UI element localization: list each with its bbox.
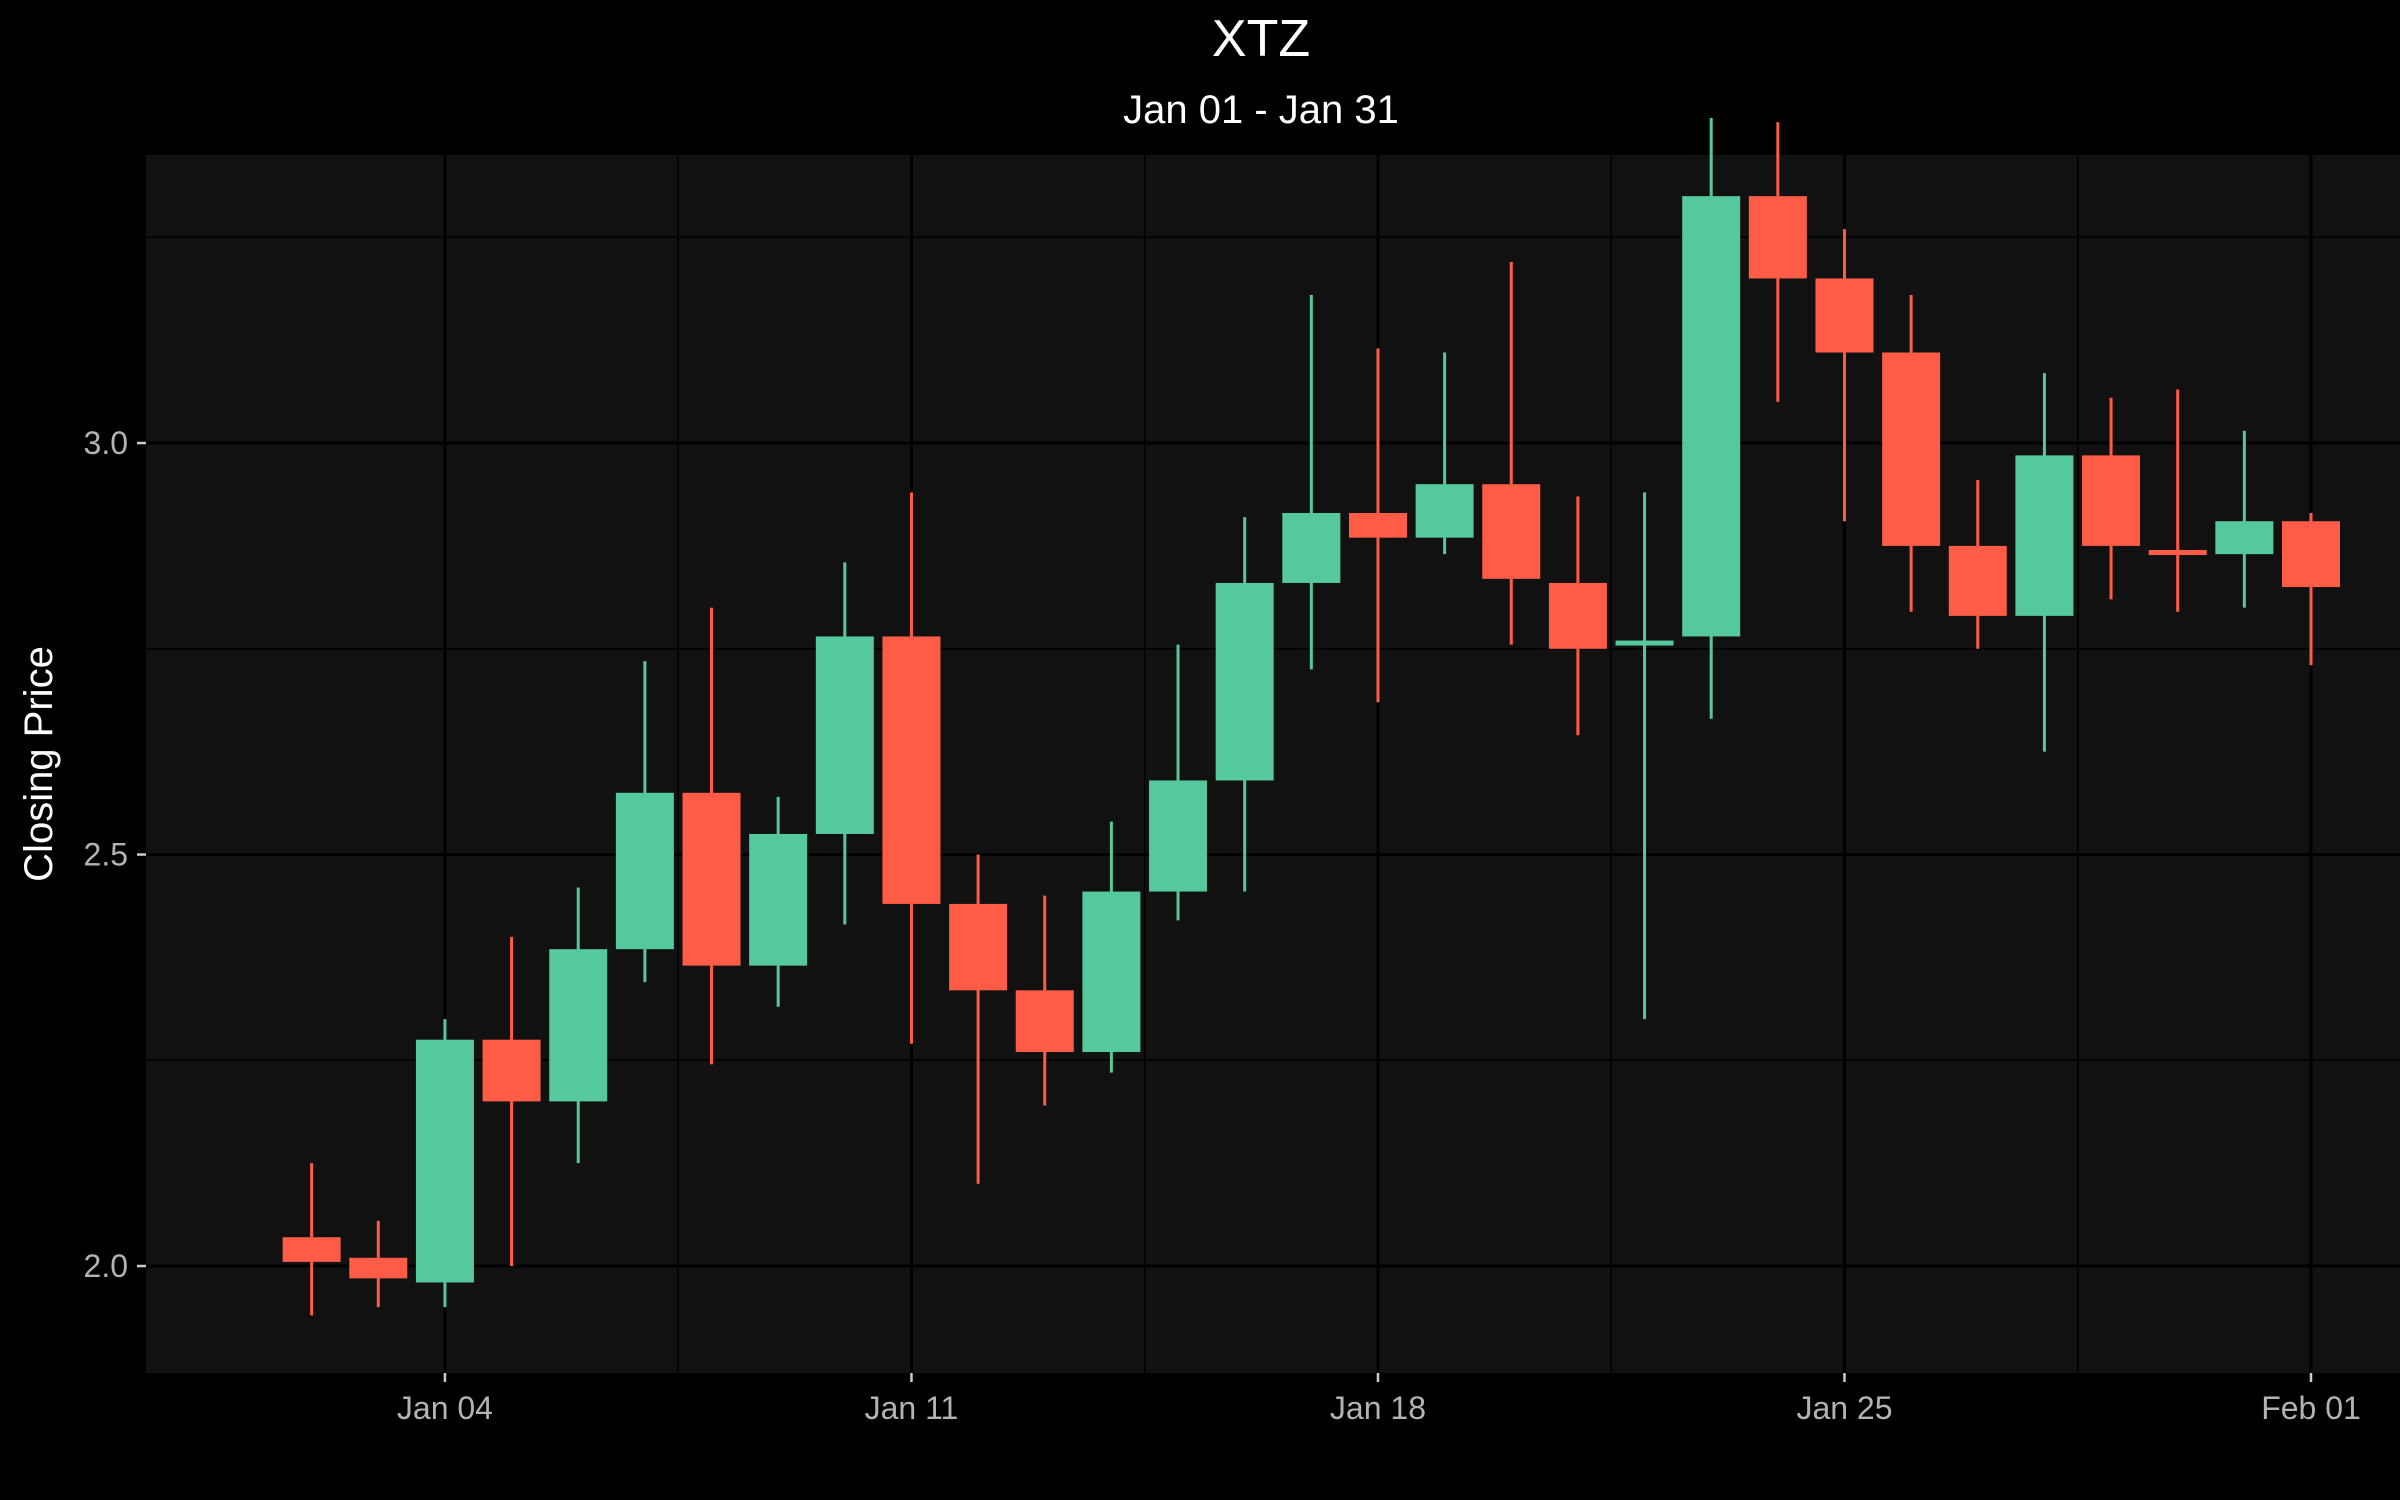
candle-body-decreasing xyxy=(349,1257,408,1279)
candle-body-decreasing xyxy=(882,636,941,904)
candle-body-decreasing xyxy=(1948,545,2007,616)
candle-body-decreasing xyxy=(949,903,1008,991)
candle-body-decreasing xyxy=(1548,582,1607,649)
axes: 2.0 2.5 3.0 Jan 04 Jan 11 Jan 18 Jan 25 Feb 01 xyxy=(84,425,2361,1426)
candle-body-decreasing xyxy=(1748,196,1807,279)
candle-body-decreasing xyxy=(1815,278,1874,353)
candle-body-decreasing xyxy=(482,1039,541,1102)
candle-body-increasing xyxy=(1615,640,1674,646)
candle-body-increasing xyxy=(615,792,674,950)
candle-body-increasing xyxy=(2215,521,2274,555)
candle-body-increasing xyxy=(1215,582,1274,781)
x-tick-label: Jan 04 xyxy=(397,1390,493,1426)
candle-body-increasing xyxy=(415,1039,474,1283)
candle-body-decreasing xyxy=(1348,512,1407,538)
candle-body-increasing xyxy=(1149,780,1208,892)
candle-bodies xyxy=(282,196,2340,1283)
candle-body-increasing xyxy=(815,636,874,834)
candle-body-increasing xyxy=(749,833,808,966)
candle-body-decreasing xyxy=(2082,455,2141,546)
x-tick-label: Jan 11 xyxy=(865,1390,959,1426)
candle-body-decreasing xyxy=(2282,521,2340,588)
chart-subtitle: Jan 01 - Jan 31 xyxy=(1123,88,1399,132)
x-tick-label: Jan 18 xyxy=(1330,1390,1426,1426)
candle-body-increasing xyxy=(2015,455,2074,616)
candle-body-increasing xyxy=(1282,512,1341,583)
y-axis-title: Closing Price xyxy=(17,646,61,882)
candle-body-decreasing xyxy=(1015,990,1074,1053)
x-tick-label: Feb 01 xyxy=(2261,1390,2361,1426)
y-tick-label: 2.0 xyxy=(84,1248,128,1284)
candle-body-decreasing xyxy=(282,1237,341,1262)
y-tick-label: 2.5 xyxy=(84,837,128,873)
candle-body-increasing xyxy=(549,949,608,1102)
chart-title: XTZ xyxy=(1212,10,1310,68)
x-tick-label: Jan 25 xyxy=(1796,1390,1892,1426)
candle-body-decreasing xyxy=(682,792,741,966)
candle-body-increasing xyxy=(1082,891,1141,1053)
y-tick-label: 3.0 xyxy=(84,425,128,461)
candle-body-decreasing xyxy=(2148,550,2207,556)
candle-body-increasing xyxy=(1415,484,1474,538)
candle-body-decreasing xyxy=(1482,484,1541,579)
candle-body-decreasing xyxy=(1882,352,1941,546)
candle-body-increasing xyxy=(1682,196,1741,637)
